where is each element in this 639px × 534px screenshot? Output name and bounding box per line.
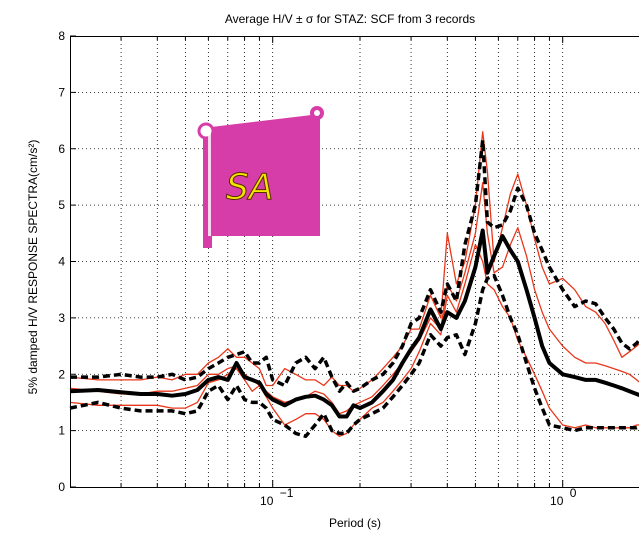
logo-text: SA bbox=[226, 167, 273, 208]
x-tick-label: 10 bbox=[550, 494, 564, 508]
chart-title: Average H/V ± σ for STAZ: SCF from 3 rec… bbox=[225, 12, 475, 26]
series-line-thin-red-1 bbox=[69, 243, 639, 437]
axes-box bbox=[70, 36, 639, 488]
sa-logo: SA bbox=[197, 106, 324, 248]
series-line-mean-3 bbox=[69, 228, 639, 419]
logo-scroll-edge bbox=[208, 132, 211, 236]
series-layer bbox=[69, 131, 639, 439]
y-tick-label: 8 bbox=[58, 29, 65, 43]
logo-banner-shape bbox=[203, 114, 320, 248]
y-tick-label: 5 bbox=[58, 198, 65, 212]
ticks: 0 1 2 3 4 5 6 7 8 10 −1 10 0 bbox=[58, 29, 576, 508]
series-line-minus-sigma-5 bbox=[69, 273, 639, 439]
y-tick-label: 1 bbox=[58, 424, 65, 438]
x-axis-label: Period (s) bbox=[329, 516, 381, 530]
y-axis-label: 5% damped H/V RESPONSE SPECTRA(cm/s²) bbox=[26, 140, 40, 395]
series-line-thin-red-2 bbox=[69, 181, 639, 415]
y-tick-label: 4 bbox=[58, 255, 65, 269]
y-tick-label: 0 bbox=[58, 480, 65, 494]
y-tick-label: 6 bbox=[58, 142, 65, 156]
x-tick-label: 10 bbox=[260, 494, 274, 508]
x-tick-label-exponent: 0 bbox=[570, 486, 577, 500]
y-tick-label: 2 bbox=[58, 367, 65, 381]
x-tick-label-exponent: −1 bbox=[280, 486, 294, 500]
series-line-plus-sigma-4 bbox=[70, 138, 639, 393]
grid bbox=[70, 36, 639, 487]
series-line-thin-red-0 bbox=[69, 131, 639, 392]
y-tick-label: 7 bbox=[58, 85, 65, 99]
y-tick-label: 3 bbox=[58, 311, 65, 325]
logo-scroll-curl-right-inner bbox=[314, 110, 320, 116]
